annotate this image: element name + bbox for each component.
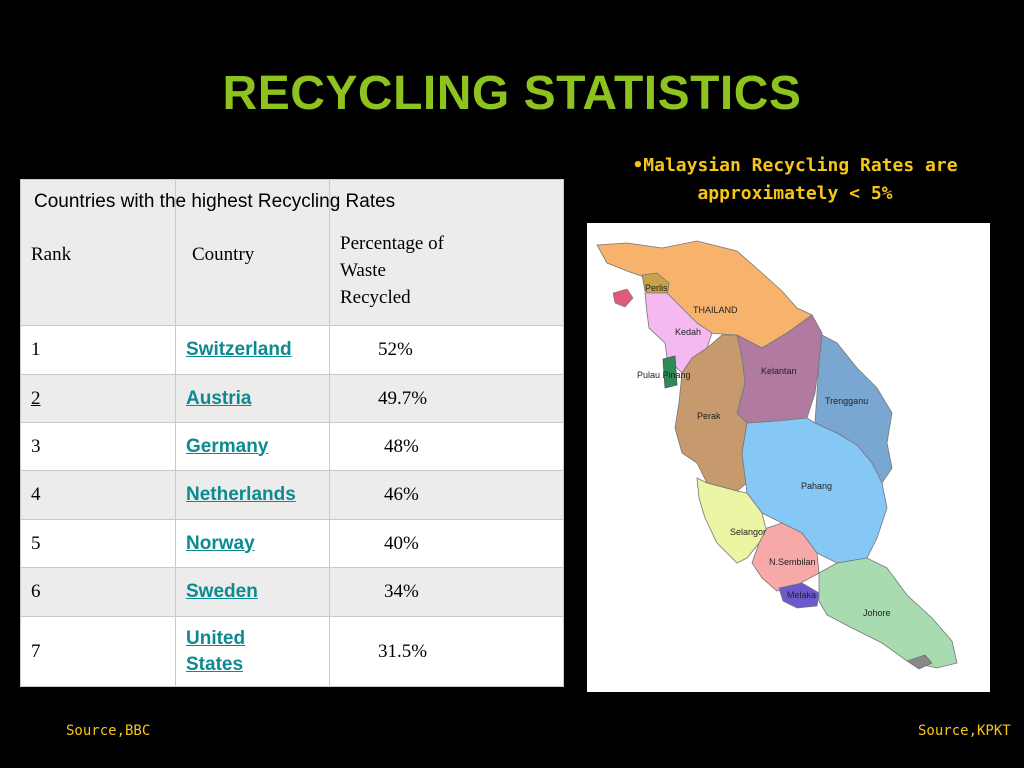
region-johore: [818, 557, 958, 669]
table-row: 2 Austria 49.7%: [20, 374, 564, 423]
pct-cell: 31.5%: [329, 616, 564, 687]
label-thailand: THAILAND: [693, 305, 738, 315]
rank-cell: 1: [20, 325, 176, 375]
pct-cell: 49.7%: [329, 374, 564, 423]
source-left: Source,BBC: [66, 723, 151, 739]
pct-cell: 34%: [329, 567, 564, 617]
country-link[interactable]: Germany: [186, 435, 269, 457]
table-row: 3 Germany 48%: [20, 422, 564, 471]
label-selangor: Selangor: [730, 527, 766, 537]
table-row: 6 Sweden 34%: [20, 567, 564, 617]
table-row: 4 Netherlands 46%: [20, 470, 564, 520]
pct-cell: 52%: [329, 325, 564, 375]
pct-cell: 40%: [329, 519, 564, 568]
map-svg: Perlis THAILAND Kedah Pulau Pinang Kelan…: [596, 240, 958, 670]
label-johore: Johore: [863, 608, 891, 618]
country-cell: Austria: [175, 374, 330, 423]
country-cell: Norway: [175, 519, 330, 568]
source-right: Source,KPKT: [918, 723, 1011, 739]
country-cell: United States: [175, 616, 330, 687]
malaysia-note: •Malaysian Recycling Rates are approxima…: [632, 155, 958, 204]
label-kedah: Kedah: [675, 327, 701, 337]
country-link[interactable]: Netherlands: [186, 484, 296, 505]
country-cell: Switzerland: [175, 325, 330, 375]
label-perak: Perak: [697, 411, 721, 421]
label-melaka: Melaka: [787, 590, 816, 600]
rank-cell: 3: [20, 422, 176, 471]
label-pahang: Pahang: [801, 481, 832, 491]
table-row: 5 Norway 40%: [20, 519, 564, 568]
header-percentage: Percentage of Waste Recycled: [329, 179, 564, 326]
country-link[interactable]: Sweden: [186, 581, 258, 602]
recycling-table: Rank Country Percentage of Waste Recycle…: [20, 179, 564, 687]
region-pinang: [662, 355, 678, 389]
table-caption: Countries with the highest Recycling Rat…: [34, 191, 396, 212]
label-n-sembilan: N.Sembilan: [769, 557, 816, 567]
island-langkawi: [612, 288, 634, 308]
country-link[interactable]: Switzerland: [186, 339, 292, 360]
label-terengganu: Trengganu: [825, 396, 868, 406]
island-singapore: [906, 654, 933, 670]
label-kelantan: Kelantan: [761, 366, 797, 376]
table-row: 7 United States 31.5%: [20, 616, 564, 687]
table-row: 1 Switzerland 52%: [20, 325, 564, 375]
label-pulau-pinang: Pulau Pinang: [637, 370, 691, 380]
slide-title: RECYCLING STATISTICS: [222, 67, 802, 120]
malaysia-map: Perlis THAILAND Kedah Pulau Pinang Kelan…: [587, 223, 990, 692]
country-cell: Netherlands: [175, 470, 330, 520]
region-melaka: [778, 582, 820, 609]
rank-cell: 7: [20, 616, 176, 687]
rank-cell[interactable]: 2: [20, 374, 176, 423]
country-cell: Sweden: [175, 567, 330, 617]
label-perlis: Perlis: [645, 283, 668, 293]
pct-cell: 48%: [329, 422, 564, 471]
pct-cell: 46%: [329, 470, 564, 520]
country-link[interactable]: United States: [186, 627, 246, 675]
header-rank: Rank: [20, 179, 176, 326]
rank-cell: 5: [20, 519, 176, 568]
rank-cell: 4: [20, 470, 176, 520]
country-cell: Germany: [175, 422, 330, 471]
rank-cell: 6: [20, 567, 176, 617]
country-link[interactable]: Austria: [186, 387, 252, 409]
country-link[interactable]: Norway: [186, 532, 255, 554]
